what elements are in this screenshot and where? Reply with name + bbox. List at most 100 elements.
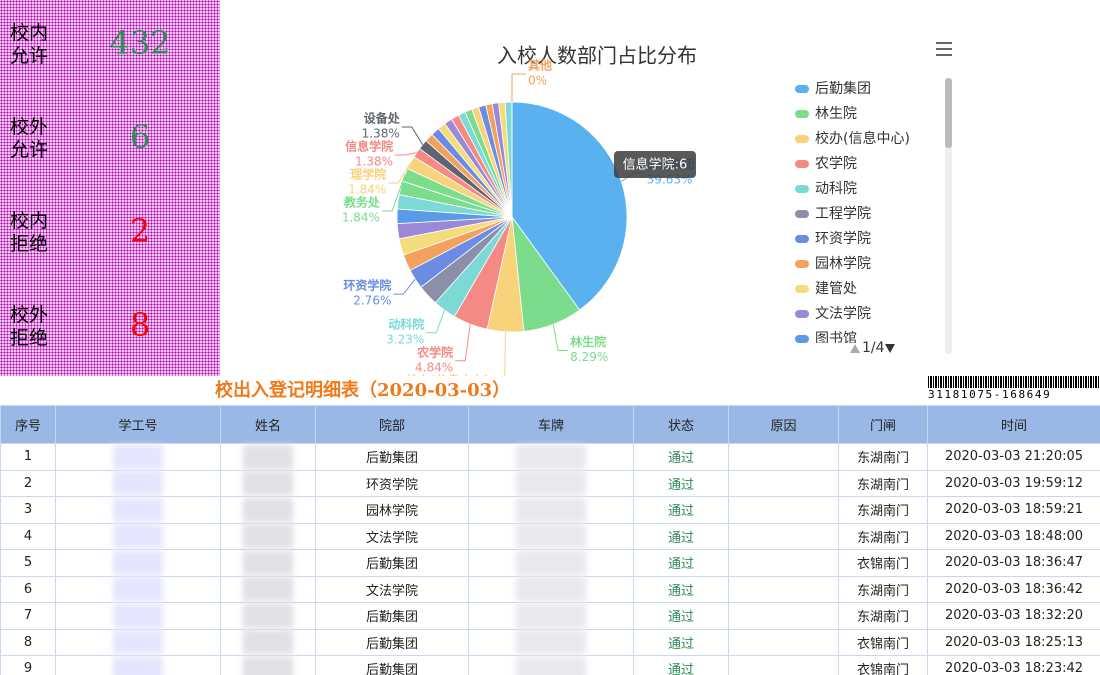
table-row: 8 后勤集团 通过 衣锦南门 2020-03-03 18:25:13 bbox=[0, 628, 1100, 656]
slice-name: 设备处 bbox=[364, 110, 401, 125]
column-header: 车牌 bbox=[468, 405, 634, 444]
gate: 东湖南门 bbox=[838, 496, 928, 524]
time: 2020-03-03 18:36:47 bbox=[927, 549, 1100, 577]
legend-swatch bbox=[795, 85, 809, 93]
reason bbox=[728, 469, 839, 497]
table-row: 2 环资学院 通过 东湖南门 2020-03-03 19:59:12 bbox=[0, 469, 1100, 497]
stats-panel: 校内允许 432 校外允许 6 校内拒绝 2 校外拒绝 8 bbox=[0, 0, 220, 376]
label-leader bbox=[504, 331, 506, 376]
slice-value-label: 0% bbox=[528, 74, 547, 88]
blur-block bbox=[243, 550, 293, 575]
redacted-cell bbox=[468, 496, 634, 524]
slice-name: 农学院 bbox=[416, 344, 453, 359]
blur-block bbox=[516, 577, 586, 602]
label-leader bbox=[552, 324, 569, 352]
status: 通过 bbox=[633, 522, 729, 550]
blur-block bbox=[516, 524, 586, 549]
table-row: 9 后勤集团 通过 衣锦南门 2020-03-03 18:23:42 bbox=[0, 655, 1100, 675]
row-number: 6 bbox=[0, 575, 56, 603]
label-leader bbox=[455, 324, 471, 362]
redacted-cell bbox=[220, 602, 316, 630]
table-row: 5 后勤集团 通过 衣锦南门 2020-03-03 18:36:47 bbox=[0, 549, 1100, 577]
legend-swatch bbox=[795, 135, 809, 143]
label-leader bbox=[381, 174, 406, 212]
stat-label: 校内拒绝 bbox=[10, 210, 49, 255]
redacted-cell bbox=[468, 575, 634, 603]
blur-block bbox=[243, 656, 293, 675]
blur-block bbox=[243, 444, 293, 469]
barcode: 31181075-168649 bbox=[928, 376, 1100, 404]
menu-icon[interactable] bbox=[936, 42, 952, 56]
department: 文法学院 bbox=[315, 522, 469, 550]
reason bbox=[728, 496, 839, 524]
row-number: 7 bbox=[0, 602, 56, 630]
blur-block bbox=[243, 603, 293, 628]
slice-value-label: 1.84% bbox=[348, 182, 386, 196]
table-container: 序号 学工号 姓名 院部 车牌 状态 原因 门闸 时间 1 后勤集团 通过 东湖南门 2020-03-03… bbox=[0, 405, 1100, 675]
blur-block bbox=[113, 444, 163, 469]
legend-label: 图书馆 bbox=[815, 331, 857, 347]
legend-swatch bbox=[795, 260, 809, 268]
chart-title: 入校人数部门占比分布 bbox=[497, 44, 697, 68]
table-row: 3 园林学院 通过 东湖南门 2020-03-03 18:59:21 bbox=[0, 496, 1100, 524]
status: 通过 bbox=[633, 549, 729, 577]
legend-scroll-thumb[interactable] bbox=[945, 78, 952, 148]
redacted-cell bbox=[468, 628, 634, 656]
reason bbox=[728, 443, 839, 471]
blur-block bbox=[516, 630, 586, 655]
redacted-cell bbox=[55, 469, 221, 497]
reason bbox=[728, 575, 839, 603]
slice-name: 教务处 bbox=[343, 194, 381, 209]
table-row: 1 后勤集团 通过 东湖南门 2020-03-03 21:20:05 bbox=[0, 443, 1100, 471]
legend-swatch bbox=[795, 185, 809, 193]
redacted-cell bbox=[55, 575, 221, 603]
slice-value-label: 4.84% bbox=[415, 360, 453, 374]
time: 2020-03-03 18:59:21 bbox=[927, 496, 1100, 524]
legend-next[interactable] bbox=[885, 344, 895, 353]
legend-label: 环资学院 bbox=[815, 231, 871, 247]
redacted-cell bbox=[220, 628, 316, 656]
blur-block bbox=[113, 630, 163, 655]
label-leader bbox=[395, 152, 417, 156]
legend-label: 工程学院 bbox=[815, 206, 871, 222]
legend-page: 1/4 bbox=[862, 340, 885, 356]
status: 通过 bbox=[633, 602, 729, 630]
stat-value: 8 bbox=[129, 306, 151, 344]
label-leader bbox=[393, 278, 416, 295]
time: 2020-03-03 18:23:42 bbox=[927, 655, 1100, 675]
legend-label: 动科院 bbox=[815, 181, 857, 197]
time: 2020-03-03 18:36:42 bbox=[927, 575, 1100, 603]
blur-block bbox=[516, 444, 586, 469]
blur-block bbox=[516, 656, 586, 675]
gate: 东湖南门 bbox=[838, 575, 928, 603]
stat-label: 校内允许 bbox=[10, 22, 49, 67]
redacted-cell bbox=[220, 655, 316, 675]
pie-slice bbox=[511, 101, 628, 311]
legend-label: 园林学院 bbox=[815, 256, 871, 272]
redacted-cell bbox=[220, 575, 316, 603]
slice-value-label: 8.29% bbox=[570, 350, 608, 364]
legend-prev[interactable] bbox=[850, 344, 860, 353]
department: 后勤集团 bbox=[315, 628, 469, 656]
gate: 东湖南门 bbox=[838, 469, 928, 497]
department: 环资学院 bbox=[315, 469, 469, 497]
row-number: 3 bbox=[0, 496, 56, 524]
legend-label: 文法学院 bbox=[815, 306, 871, 322]
redacted-cell bbox=[468, 602, 634, 630]
gate: 衣锦南门 bbox=[838, 549, 928, 577]
slice-name: 环资学院 bbox=[343, 278, 391, 293]
legend-swatch bbox=[795, 285, 809, 293]
column-header: 序号 bbox=[0, 405, 56, 444]
stat-card: 校外拒绝 8 bbox=[0, 282, 220, 376]
blur-block bbox=[243, 471, 293, 496]
column-header: 时间 bbox=[927, 405, 1100, 444]
slice-name: 校办(信息中心) bbox=[406, 372, 489, 376]
stat-value: 6 bbox=[129, 118, 151, 156]
row-number: 2 bbox=[0, 469, 56, 497]
slice-value-label: 1.38% bbox=[355, 154, 393, 168]
redacted-cell bbox=[55, 602, 221, 630]
status: 通过 bbox=[633, 496, 729, 524]
department: 后勤集团 bbox=[315, 443, 469, 471]
blur-block bbox=[113, 577, 163, 602]
